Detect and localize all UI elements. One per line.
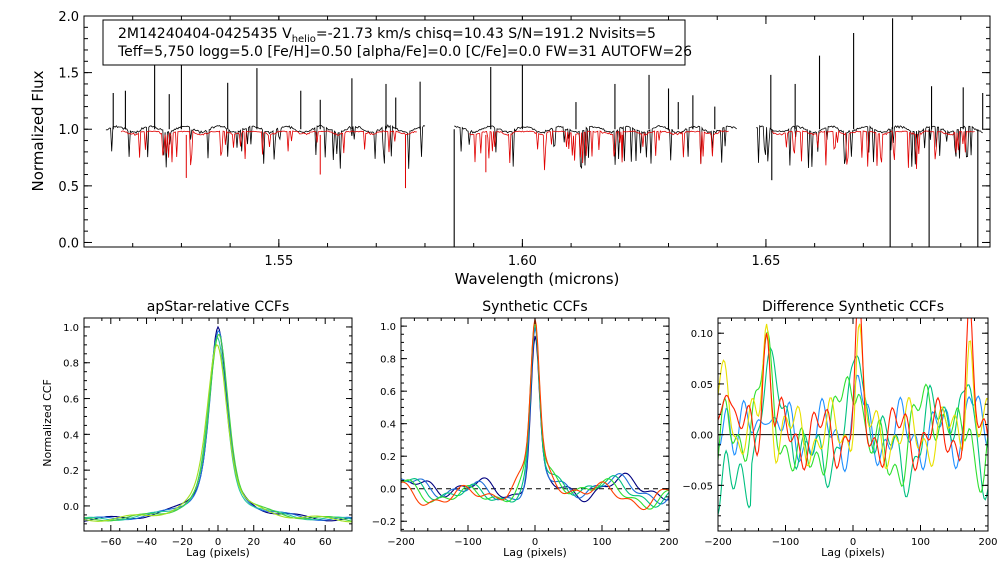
apstar-ccf-line-visit-4: [84, 333, 352, 522]
apstar-ccf-line-visit-3: [84, 337, 352, 521]
spectrum-panel: 1.55 1.60 1.65 0.0 0.5 1.0 1.5 2.0 2M14240404-0…: [29, 10, 991, 288]
spectrum-axes-frame: [83, 15, 991, 248]
y-tick-label: 0.05: [691, 380, 713, 391]
spectrum-observed-chip-3: [756, 124, 983, 169]
y-tick-label: 0.8: [63, 359, 79, 370]
y-tick-label: 0.5: [58, 180, 79, 195]
x-tick-label: 1.60: [508, 254, 537, 269]
x-tick-label: −20: [172, 537, 193, 548]
difference-ccf-panel: Difference Synthetic CCFs −200 −100 0 100 20…: [682, 299, 997, 559]
y-tick-label: 0.10: [691, 329, 713, 340]
synthetic-ccf-line-visit-3: [401, 322, 669, 508]
x-tick-label: −60: [100, 537, 121, 548]
spectrum-xlabel: Wavelength (microns): [455, 270, 620, 288]
y-tick-label: 0.0: [63, 502, 79, 513]
y-tick-label: 1.0: [63, 323, 79, 334]
apstar-ccf-ylabel: Normalized CCF: [41, 379, 54, 467]
synthetic-ccf-line-visit-4: [401, 321, 669, 510]
difference-ccf-line-visit-4: [718, 323, 988, 470]
y-tick-label: 0.00: [691, 431, 713, 442]
y-tick-label: −0.05: [682, 481, 713, 492]
x-tick-label: 100: [911, 537, 930, 548]
synthetic-ccf-xlabel: Lag (pixels): [503, 546, 567, 559]
apstar-ccf-panel: apStar-relative CCFs −60 −40 −20 0 20 40 60 0.0…: [41, 299, 353, 559]
y-tick-label: 0.8: [380, 355, 396, 366]
y-tick-label: 0.0: [58, 236, 79, 251]
synthetic-ccf-title: Synthetic CCFs: [482, 299, 587, 315]
y-tick-label: 0.6: [380, 387, 396, 398]
x-tick-label: 40: [283, 537, 296, 548]
x-tick-label: 1.65: [751, 254, 780, 269]
synthetic-ccf-line-visit-5: [401, 318, 669, 511]
apstar-ccf-title: apStar-relative CCFs: [147, 299, 290, 315]
difference-ccf-axes-frame: [717, 317, 989, 532]
y-tick-label: 1.0: [58, 123, 79, 138]
x-tick-label: −100: [454, 537, 481, 548]
info-line-1-prefix: 2M14240404-0425435 V: [118, 26, 292, 42]
y-tick-label: 0.6: [63, 395, 79, 406]
difference-ccf-line-visit-1: [718, 374, 988, 473]
difference-ccf-xlabel: Lag (pixels): [821, 546, 885, 559]
apstar-ccf-line-visit-2: [84, 330, 352, 521]
x-tick-label: −200: [387, 537, 414, 548]
x-tick-label: 20: [247, 537, 260, 548]
apstar-ccf-axes-frame: [83, 317, 353, 532]
info-line-1: 2M14240404-0425435 Vhelio=-21.73 km/s ch…: [118, 26, 656, 45]
x-tick-label: 200: [659, 537, 678, 548]
x-tick-label: −200: [704, 537, 731, 548]
spectrum-ylabel: Normalized Flux: [29, 70, 47, 191]
y-tick-label: 0.2: [63, 466, 79, 477]
spectrum-model-chip-1: [120, 130, 417, 166]
x-tick-label: 200: [978, 537, 997, 548]
x-tick-label: −100: [772, 537, 799, 548]
synthetic-ccf-panel: Synthetic CCFs −200 −100 0 100 200 −0.2 0.0 0.2…: [372, 299, 679, 559]
spectrum-observed-chip-2: [454, 125, 737, 170]
difference-ccf-title: Difference Synthetic CCFs: [762, 299, 944, 315]
synthetic-ccf-line-visit-1: [401, 335, 669, 503]
y-tick-label: 0.0: [380, 485, 396, 496]
y-tick-label: 0.4: [63, 430, 79, 441]
difference-ccf-line-visit-5: [718, 318, 988, 472]
x-tick-label: 0: [850, 537, 856, 548]
y-tick-label: 2.0: [58, 10, 79, 25]
y-tick-label: 1.0: [380, 322, 396, 333]
info-box: [102, 19, 686, 66]
spectrum-model-chip-2: [468, 130, 729, 171]
y-tick-label: 0.2: [380, 452, 396, 463]
info-line-1-sub: helio: [292, 34, 316, 45]
x-tick-label: −40: [136, 537, 157, 548]
y-tick-label: 0.4: [380, 420, 396, 431]
synthetic-ccf-line-visit-2: [401, 327, 669, 505]
spectrum-model-chip-3: [771, 130, 975, 170]
info-line-2: Teff=5,750 logg=5.0 [Fe/H]=0.50 [alpha/F…: [117, 44, 692, 60]
x-tick-label: 100: [592, 537, 611, 548]
x-tick-label: 0: [215, 537, 221, 548]
spectrum-observed-chip-1: [105, 124, 426, 169]
info-line-1-suffix: =-21.73 km/s chisq=10.43 S/N=191.2 Nvisi…: [316, 26, 656, 42]
x-tick-label: 60: [319, 537, 332, 548]
x-tick-label: 1.55: [264, 254, 293, 269]
y-tick-label: 1.5: [58, 67, 79, 82]
apstar-ccf-line-visit-1: [84, 325, 352, 522]
x-tick-label: 0: [532, 537, 538, 548]
y-tick-label: −0.2: [372, 517, 396, 528]
apstar-ccf-xlabel: Lag (pixels): [186, 546, 250, 559]
apstar-ccf-line-visit-5: [84, 343, 352, 523]
